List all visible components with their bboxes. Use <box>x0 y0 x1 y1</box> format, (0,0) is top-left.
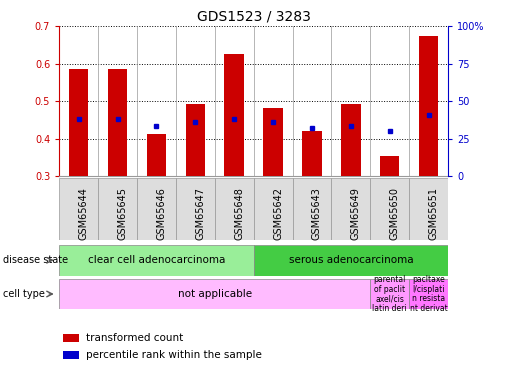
Text: transformed count: transformed count <box>87 333 184 343</box>
Text: GSM65650: GSM65650 <box>390 188 400 240</box>
Bar <box>137 178 176 240</box>
Text: GSM65646: GSM65646 <box>157 188 166 240</box>
Text: disease state: disease state <box>3 255 67 265</box>
Bar <box>341 104 360 176</box>
Bar <box>370 279 409 309</box>
Text: GSM65645: GSM65645 <box>117 188 128 240</box>
Bar <box>215 178 253 240</box>
Bar <box>176 178 215 240</box>
Bar <box>225 54 244 176</box>
Bar <box>108 69 127 176</box>
Text: GSM65642: GSM65642 <box>273 188 283 240</box>
Bar <box>332 178 370 240</box>
Text: pacltaxe
l/cisplati
n resista
nt derivat: pacltaxe l/cisplati n resista nt derivat <box>410 275 448 313</box>
Bar <box>147 134 166 176</box>
Title: GDS1523 / 3283: GDS1523 / 3283 <box>197 10 311 24</box>
Text: serous adenocarcinoma: serous adenocarcinoma <box>288 255 413 265</box>
Bar <box>370 178 409 240</box>
Bar <box>380 156 400 176</box>
Bar <box>419 36 438 176</box>
Bar <box>63 351 79 359</box>
Bar <box>59 245 253 276</box>
Text: clear cell adenocarcinoma: clear cell adenocarcinoma <box>88 255 225 265</box>
Bar <box>59 178 98 240</box>
Bar <box>69 69 89 176</box>
Text: GSM65647: GSM65647 <box>195 188 205 240</box>
Text: not applicable: not applicable <box>178 289 252 299</box>
Text: parental
of paclit
axel/cis
latin deri: parental of paclit axel/cis latin deri <box>372 275 407 313</box>
Bar <box>59 279 370 309</box>
Bar <box>253 245 448 276</box>
Text: percentile rank within the sample: percentile rank within the sample <box>87 350 262 360</box>
Text: cell type: cell type <box>3 289 44 299</box>
Text: GSM65649: GSM65649 <box>351 188 361 240</box>
Text: GSM65643: GSM65643 <box>312 188 322 240</box>
Bar <box>409 279 448 309</box>
Text: GSM65651: GSM65651 <box>428 188 439 240</box>
Bar <box>263 108 283 176</box>
Bar <box>98 178 137 240</box>
Bar <box>63 334 79 342</box>
Bar <box>302 131 322 176</box>
Bar <box>409 178 448 240</box>
Bar <box>185 104 205 176</box>
Bar <box>293 178 332 240</box>
Text: GSM65644: GSM65644 <box>79 188 89 240</box>
Text: GSM65648: GSM65648 <box>234 188 244 240</box>
Bar <box>253 178 293 240</box>
